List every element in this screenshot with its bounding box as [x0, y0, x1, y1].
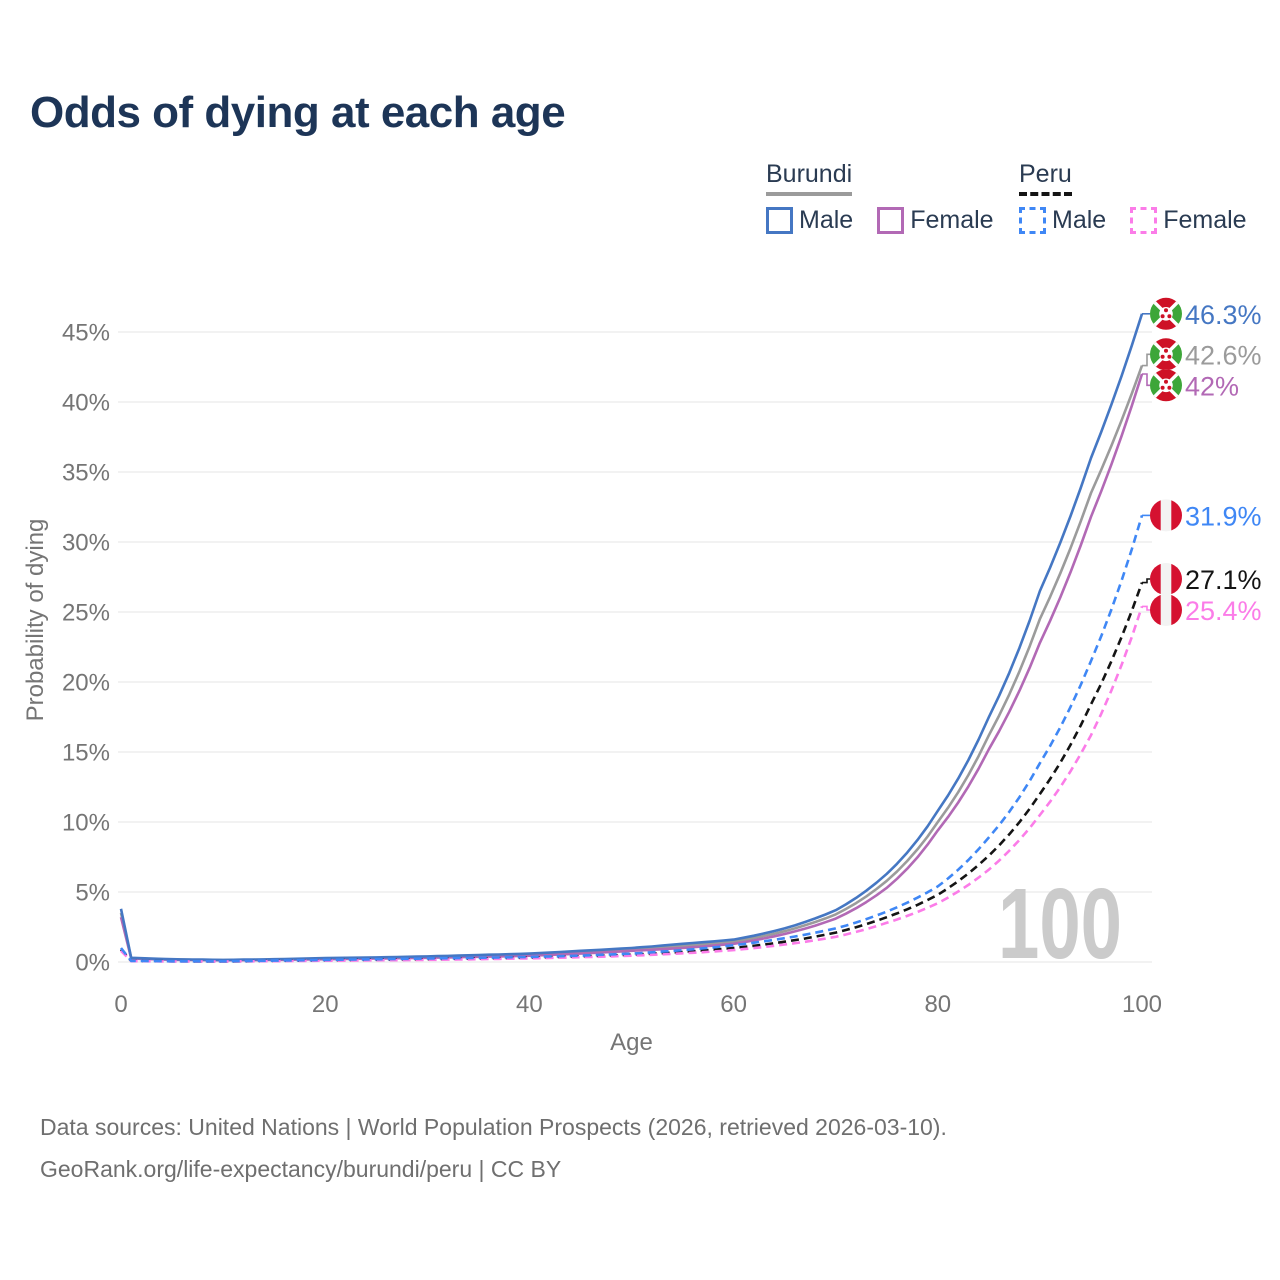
legend-group-peru: Peru Male Female: [1019, 160, 1247, 235]
y-tick-label: 15%: [62, 740, 110, 767]
legend-item-burundi-female[interactable]: Female: [877, 206, 994, 235]
legend-item-peru-female[interactable]: Female: [1130, 206, 1247, 235]
legend-item-label: Male: [1052, 206, 1107, 234]
legend-item-label: Male: [799, 206, 854, 234]
end-value-label-burundi-all: 42.6%: [1185, 340, 1262, 370]
footer-data-sources: Data sources: United Nations | World Pop…: [40, 1114, 947, 1140]
peru-flag-icon: [1149, 562, 1183, 596]
footer: Data sources: United Nations | World Pop…: [40, 1106, 1240, 1190]
legend-item-label: Female: [910, 206, 994, 234]
x-axis-title: Age: [610, 1029, 653, 1056]
legend-item-peru-male[interactable]: Male: [1019, 206, 1106, 235]
y-tick-label: 10%: [62, 810, 110, 837]
end-value-label-peru-all: 27.1%: [1185, 565, 1262, 595]
checkbox-peru-female-icon[interactable]: [1130, 207, 1158, 234]
x-tick-label: 100: [1122, 991, 1162, 1018]
end-value-label-peru-male: 31.9%: [1185, 501, 1262, 531]
series-line-burundi-female[interactable]: [119, 373, 1144, 962]
peru-flag-icon: [1149, 593, 1183, 627]
series-line-burundi-male[interactable]: [119, 313, 1144, 962]
series-line-peru-all[interactable]: [120, 582, 1144, 963]
series-line-peru-female[interactable]: [120, 605, 1144, 963]
y-tick-label: 0%: [75, 950, 110, 977]
legend-group-burundi: Burundi Male Female: [766, 160, 994, 235]
legend-item-label: Female: [1163, 206, 1247, 234]
y-tick-label: 25%: [62, 600, 110, 627]
x-tick-label: 20: [312, 991, 339, 1018]
line-chart: 0% 5% 10% 15% 20% 25% 30% 35% 40% 45% 0 20 40 60 80 100…: [22, 0, 1262, 1056]
legend-row-peru: Male Female: [1019, 206, 1247, 235]
checkbox-burundi-male-icon[interactable]: [766, 207, 793, 234]
checkbox-burundi-female-icon[interactable]: [877, 207, 905, 234]
legend-country-peru[interactable]: Peru: [1019, 160, 1072, 196]
chart-area: 0% 5% 10% 15% 20% 25% 30% 35% 40% 45% 0 20 40 60 80 100…: [22, 0, 1262, 1056]
y-tick-label: 35%: [62, 460, 110, 487]
y-tick-label: 45%: [62, 320, 110, 347]
series-line-peru-male[interactable]: [119, 515, 1144, 963]
y-tick-label: 30%: [62, 530, 110, 557]
legend: Burundi Male Female Peru Male Female: [0, 160, 1280, 240]
legend-row-burundi: Male Female: [766, 206, 994, 235]
burundi-flag-icon: [1149, 297, 1183, 331]
label-leader-line: [1142, 578, 1151, 584]
label-leader-line: [1142, 373, 1151, 387]
footer-attribution[interactable]: GeoRank.org/life-expectancy/burundi/peru…: [40, 1156, 562, 1182]
y-tick-label: 20%: [62, 670, 110, 697]
y-tick-label: 40%: [62, 390, 110, 417]
x-tick-label: 40: [516, 991, 543, 1018]
x-tick-label: 60: [720, 991, 747, 1018]
checkbox-peru-male-icon[interactable]: [1019, 207, 1046, 234]
end-value-label-burundi-female: 42%: [1185, 371, 1239, 401]
x-tick-label: 0: [114, 991, 127, 1018]
y-tick-label: 5%: [75, 880, 110, 907]
peru-flag-icon: [1149, 498, 1183, 532]
legend-country-burundi[interactable]: Burundi: [766, 160, 853, 196]
label-leader-line: [1142, 353, 1151, 367]
y-axis-title: Probability of dying: [22, 519, 49, 722]
end-value-label-peru-female: 25.4%: [1185, 596, 1262, 626]
end-value-label-burundi-male: 46.3%: [1185, 300, 1262, 330]
x-tick-label: 80: [924, 991, 951, 1018]
legend-item-burundi-male[interactable]: Male: [766, 206, 853, 235]
page-title: Odds of dying at each age: [30, 88, 566, 137]
burundi-flag-icon: [1149, 368, 1183, 402]
burundi-flag-icon: [1149, 337, 1183, 371]
label-leader-line: [1142, 605, 1151, 611]
age-watermark: 100: [998, 868, 1122, 980]
